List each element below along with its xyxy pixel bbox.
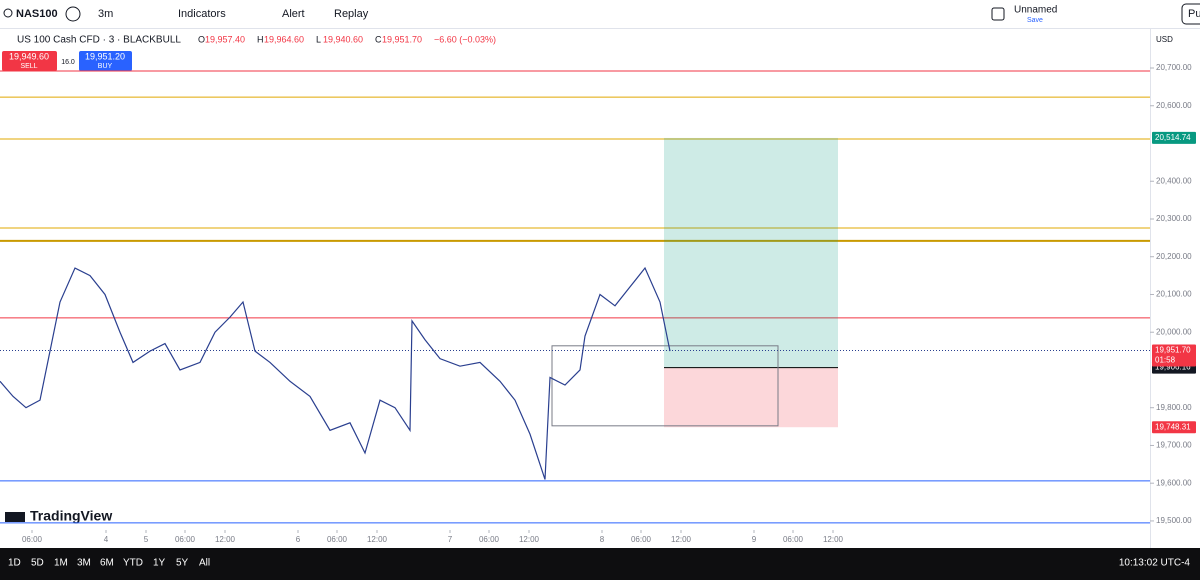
save[interactable]: Save bbox=[1027, 17, 1043, 24]
x-tick-label: 12:00 bbox=[367, 535, 388, 544]
ohlc-value: 19,957.40 bbox=[205, 34, 245, 44]
x-tick-label: 8 bbox=[600, 535, 605, 544]
buy-button[interactable] bbox=[79, 51, 132, 71]
x-tick-label: 12:00 bbox=[519, 535, 540, 544]
range-button[interactable]: 1Y bbox=[153, 558, 166, 569]
search-icon[interactable] bbox=[3, 8, 13, 18]
indicators[interactable]: Indicators bbox=[178, 8, 226, 20]
change: −6.60 (−0.03%) bbox=[434, 34, 496, 44]
y-tick-label: 19,500.00 bbox=[1156, 516, 1192, 525]
layout-name[interactable]: Unnamed bbox=[1014, 5, 1057, 16]
stop-tag: 19,748.31 bbox=[1155, 422, 1191, 431]
countdown: 01:58 bbox=[1155, 356, 1176, 365]
x-tick-label: 7 bbox=[448, 535, 453, 544]
logo-icon bbox=[5, 512, 25, 522]
range-button[interactable]: 5Y bbox=[176, 558, 189, 569]
spread: 16.0 bbox=[61, 59, 75, 66]
range-box bbox=[551, 345, 779, 427]
target-tag: 20,514.74 bbox=[1155, 133, 1191, 142]
publish-button[interactable] bbox=[1181, 3, 1200, 25]
ohlc-label: O bbox=[198, 34, 205, 44]
x-tick-label: 5 bbox=[144, 535, 149, 544]
add-symbol[interactable] bbox=[65, 6, 81, 22]
layout-icon[interactable] bbox=[991, 7, 1005, 21]
ohlc: O 19,957.40 H 19,964.60 L 19,940.60 C 19,951.70… bbox=[198, 34, 496, 44]
toolbar bbox=[0, 0, 1200, 28]
range-button[interactable]: All bbox=[199, 558, 210, 569]
y-tick-label: 20,700.00 bbox=[1156, 63, 1192, 72]
publish[interactable]: Pu bbox=[1188, 8, 1200, 20]
range-button[interactable]: 3M bbox=[77, 558, 91, 569]
price-line bbox=[0, 266, 671, 480]
clock: 10:13:02 UTC-4 bbox=[1119, 558, 1191, 569]
bottom-bar bbox=[0, 548, 1200, 580]
x-tick-label: 9 bbox=[752, 535, 757, 544]
ohlc-value: 19,964.60 bbox=[264, 34, 304, 44]
replay[interactable]: Replay bbox=[334, 8, 369, 20]
ohlc-value: 19,951.70 bbox=[382, 34, 422, 44]
sell-label: SELL bbox=[20, 63, 37, 70]
range-button[interactable]: 1M bbox=[54, 558, 68, 569]
instrument: US 100 Cash CFD · 3 · BLACKBULL bbox=[17, 35, 181, 46]
x-tick-label: 12:00 bbox=[671, 535, 692, 544]
last-price-tag: 19,951.70 bbox=[1155, 346, 1191, 355]
y-tick-label: 20,000.00 bbox=[1156, 327, 1192, 336]
logo: TradingView bbox=[30, 508, 112, 524]
x-tick-label: 12:00 bbox=[215, 535, 236, 544]
x-tick-label: 06:00 bbox=[631, 535, 652, 544]
x-tick-label: 06:00 bbox=[783, 535, 804, 544]
sell-price: 19,949.60 bbox=[9, 51, 49, 61]
y-tick-label: 20,400.00 bbox=[1156, 176, 1192, 185]
ranges: 1D 5D 1M 3M 6M YTD 1Y 5Y All bbox=[8, 558, 210, 569]
ohlc-label: H bbox=[257, 34, 264, 44]
x-tick-label: 06:00 bbox=[327, 535, 348, 544]
buy-label: BUY bbox=[98, 63, 113, 70]
range-button[interactable]: 6M bbox=[100, 558, 114, 569]
last-price-tag-bg bbox=[1152, 344, 1196, 367]
y-tick-label: 19,600.00 bbox=[1156, 478, 1192, 487]
y-tick-label: 20,600.00 bbox=[1156, 101, 1192, 110]
y-tick-label: 19,800.00 bbox=[1156, 403, 1192, 412]
alert[interactable]: Alert bbox=[282, 8, 305, 20]
entry-tag: 19,906.16 bbox=[1155, 363, 1191, 372]
x-tick-label: 6 bbox=[296, 535, 301, 544]
x-tick-label: 06:00 bbox=[479, 535, 500, 544]
target-tag-bg bbox=[1152, 131, 1196, 144]
y-tick-label: 20,300.00 bbox=[1156, 214, 1192, 223]
ohlc-label: L bbox=[316, 34, 321, 44]
buy-price: 19,951.20 bbox=[85, 51, 125, 61]
x-tick-label: 06:00 bbox=[175, 535, 196, 544]
ohlc-label: C bbox=[375, 34, 382, 44]
range-button[interactable]: 5D bbox=[31, 558, 44, 569]
chart: 20,700.00 20,600.00 20,400.00 20,300.00 20,2… bbox=[0, 63, 1196, 544]
profit-zone bbox=[664, 137, 838, 368]
range-button[interactable]: 1D bbox=[8, 558, 21, 569]
ohlc-value: 19,940.60 bbox=[323, 34, 363, 44]
stop-tag-bg bbox=[1152, 421, 1196, 434]
y-tick-label: 20,200.00 bbox=[1156, 252, 1192, 261]
x-tick-label: 12:00 bbox=[823, 535, 844, 544]
currency[interactable]: USD bbox=[1156, 35, 1173, 44]
y-tick-label: 20,100.00 bbox=[1156, 290, 1192, 299]
symbol[interactable]: NAS100 bbox=[16, 8, 58, 20]
sell-button[interactable] bbox=[2, 51, 57, 71]
x-tick-label: 06:00 bbox=[22, 535, 43, 544]
x-tick-label: 4 bbox=[104, 535, 109, 544]
loss-zone bbox=[664, 367, 838, 428]
interval[interactable]: 3m bbox=[98, 8, 113, 20]
y-tick-label: 19,700.00 bbox=[1156, 441, 1192, 450]
range-button[interactable]: YTD bbox=[123, 558, 143, 569]
